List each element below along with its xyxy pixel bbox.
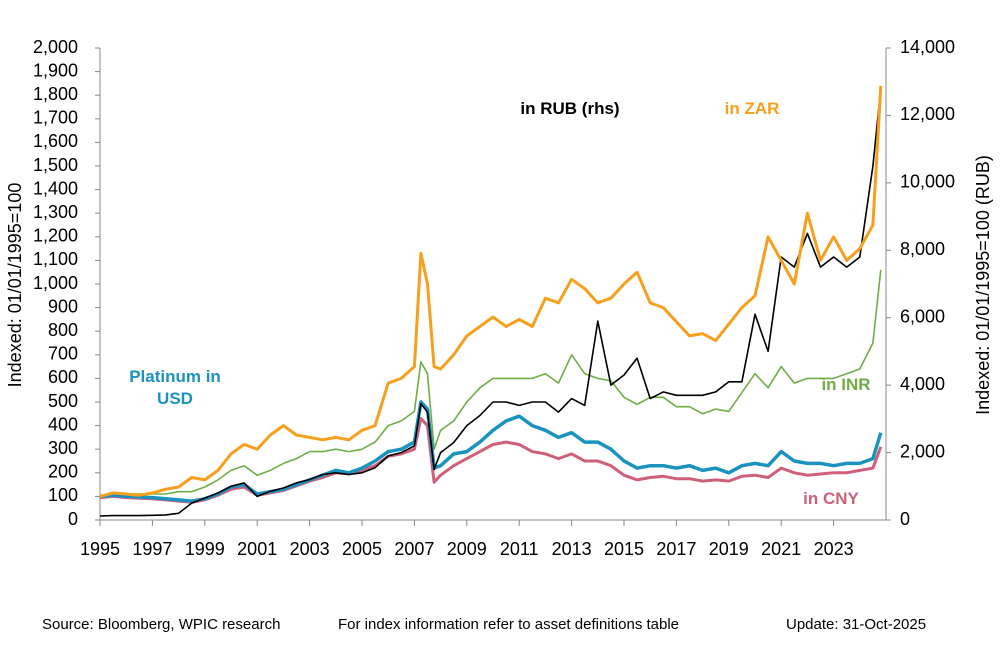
- y-axis-title: Indexed: 01/01/1995=100: [5, 183, 25, 388]
- series-label: in RUB (rhs): [520, 99, 620, 118]
- y-tick-label: 100: [48, 485, 78, 505]
- info-note: For index information refer to asset def…: [338, 616, 680, 633]
- series-line: [99, 269, 882, 498]
- x-tick-label: 2001: [237, 539, 277, 559]
- y2-tick-label: 4,000: [900, 374, 945, 394]
- x-tick-label: 1997: [132, 539, 172, 559]
- y-tick-label: 200: [48, 462, 78, 482]
- series-line: [99, 417, 883, 504]
- y-tick-label: 400: [48, 414, 78, 434]
- update-note: Update: 31-Oct-2025: [786, 616, 927, 633]
- y-tick-label: 700: [48, 344, 78, 364]
- source-note: Source: Bloomberg, WPIC research: [42, 616, 281, 633]
- y-tick-label: 1,200: [33, 226, 78, 246]
- y2-tick-label: 10,000: [900, 172, 955, 192]
- series-line: [99, 88, 882, 517]
- y-tick-label: 300: [48, 438, 78, 458]
- y-tick-label: 900: [48, 296, 78, 316]
- x-tick-label: 2015: [604, 539, 644, 559]
- y2-tick-label: 0: [900, 509, 910, 529]
- y-tick-label: 1,500: [33, 155, 78, 175]
- x-tick-label: 2017: [656, 539, 696, 559]
- y2-tick-label: 12,000: [900, 104, 955, 124]
- y-tick-label: 0: [68, 509, 78, 529]
- x-tick-label: 2007: [394, 539, 434, 559]
- x-tick-label: 2005: [342, 539, 382, 559]
- y-tick-label: 1,000: [33, 273, 78, 293]
- y2-tick-label: 2,000: [900, 441, 945, 461]
- series-line: [99, 400, 883, 503]
- x-tick-label: 2013: [552, 539, 592, 559]
- y-tick-label: 500: [48, 391, 78, 411]
- series-line: [99, 85, 883, 498]
- series-label: Platinum in USD: [129, 367, 221, 408]
- y-tick-label: 2,000: [33, 37, 78, 57]
- y-tick-label: 1,800: [33, 84, 78, 104]
- y-tick-label: 1,700: [33, 108, 78, 128]
- x-tick-label: 2023: [814, 539, 854, 559]
- y2-axis-title: Indexed: 01/01/1995=100 (RUB): [973, 155, 993, 415]
- y2-tick-label: 14,000: [900, 37, 955, 57]
- y-tick-label: 1,100: [33, 249, 78, 269]
- series-label: in INR: [821, 375, 871, 394]
- y-tick-label: 1,600: [33, 131, 78, 151]
- y2-tick-label: 6,000: [900, 306, 945, 326]
- x-tick-label: 2009: [447, 539, 487, 559]
- x-tick-label: 1999: [185, 539, 225, 559]
- x-tick-label: 1995: [80, 539, 120, 559]
- y-tick-label: 600: [48, 367, 78, 387]
- x-tick-label: 2019: [709, 539, 749, 559]
- x-tick-label: 2003: [290, 539, 330, 559]
- y-tick-label: 1,400: [33, 178, 78, 198]
- series-label: in CNY: [803, 489, 859, 508]
- series-label: in ZAR: [724, 99, 780, 118]
- y-tick-label: 1,900: [33, 60, 78, 80]
- y2-tick-label: 8,000: [900, 239, 945, 259]
- x-tick-label: 2021: [761, 539, 801, 559]
- x-tick-label: 2011: [500, 539, 539, 559]
- y-tick-label: 1,300: [33, 202, 78, 222]
- y-tick-label: 800: [48, 320, 78, 340]
